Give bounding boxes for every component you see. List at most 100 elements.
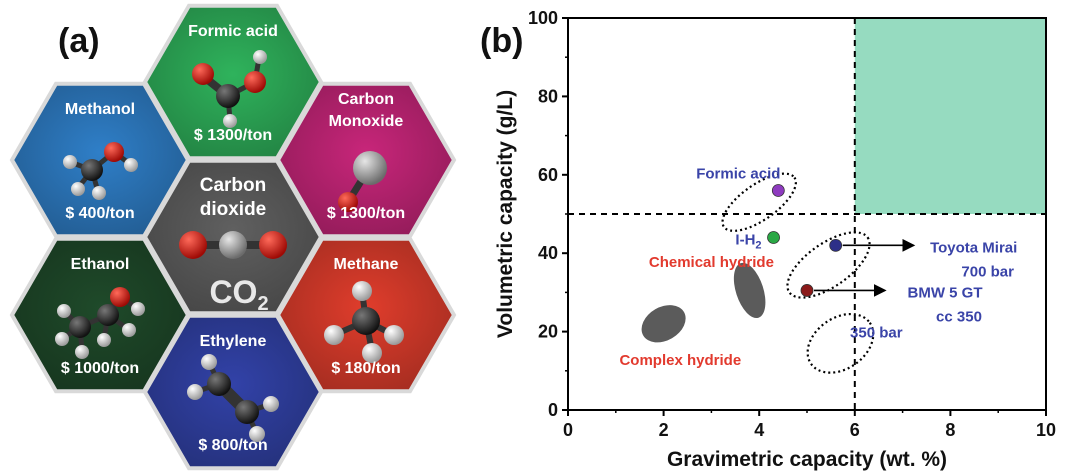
oxygen-atom (192, 63, 214, 85)
region-label-complex-hydride: Complex hydride (619, 352, 741, 369)
point-label: Toyota Mirai (930, 239, 1017, 256)
hydrogen-atom (324, 325, 344, 345)
hydrogen-atom (263, 396, 279, 412)
tile-name: Carbon (338, 91, 394, 108)
hydrogen-atom (97, 333, 111, 347)
carbon-monoxide-molecule-icon (338, 151, 387, 212)
y-tick-label: 100 (528, 8, 558, 28)
center-name-line1: Carbon (200, 175, 267, 196)
hydrogen-atom (71, 182, 85, 196)
methane-molecule-icon (324, 281, 404, 363)
oxygen-atom (338, 192, 358, 212)
dotted-ellipse-2 (806, 312, 875, 374)
carbon-atom (352, 307, 380, 335)
carbon-atom (97, 304, 119, 326)
formic-acid-molecule-icon (192, 50, 267, 128)
tile-price: $ 1300/ton (194, 127, 272, 144)
panel-a-label: (a) (58, 22, 100, 60)
y-tick-label: 60 (538, 165, 558, 185)
hydrogen-atom (253, 50, 267, 64)
y-tick-label: 20 (538, 322, 558, 342)
tile-name: Formic acid (188, 23, 278, 40)
point-marker (800, 284, 814, 297)
label-sub: 2 (755, 240, 761, 252)
x-axis-title: Gravimetric capacity (wt. %) (667, 448, 947, 471)
oxygen-atom (110, 287, 130, 307)
tile-name: Ethylene (200, 333, 267, 350)
oxygen-atom (179, 231, 207, 259)
hydrogen-atom (223, 114, 237, 128)
tile-name: Ethanol (71, 256, 130, 273)
hydrogen-atom (75, 345, 89, 359)
hydrogen-atom (92, 186, 106, 200)
y-axis-title: Volumetric capacity (g/L) (494, 90, 517, 338)
region-1 (641, 305, 686, 343)
target-region (854, 18, 1046, 214)
oxygen-atom (244, 71, 266, 93)
y-tick-label: 40 (538, 243, 558, 263)
point-label-line2: cc 350 (936, 308, 982, 325)
hydrogen-atom (201, 354, 217, 370)
tile-price: $ 1000/ton (61, 360, 139, 377)
hydrogen-atom (352, 281, 372, 301)
data-point-2: Toyota Mirai 700 bar (829, 238, 1017, 280)
hydrogen-atom (122, 323, 136, 337)
dotted-ellipse-1 (786, 231, 871, 299)
hex-tile-methane: Methane $ 180/ton (275, 236, 457, 394)
methanol-molecule-icon (63, 142, 138, 200)
point-marker (829, 238, 843, 252)
point-marker (767, 231, 780, 244)
formula-main: CO (209, 274, 257, 310)
y-tick-label: 80 (538, 86, 558, 106)
tile-name: Methanol (65, 101, 135, 118)
data-point-1: I-H2 (735, 231, 780, 252)
oxygen-atom (104, 142, 124, 162)
point-marker (771, 184, 785, 197)
panel-b-label: (b) (480, 22, 524, 60)
tile-name: Methane (334, 256, 399, 273)
label-main: I-H (735, 232, 755, 249)
ethanol-molecule-icon (55, 287, 145, 359)
x-tick-label: 2 (659, 420, 669, 440)
data-point-3: BMW 5 GT cc 350 (800, 284, 983, 325)
carbon-atom (207, 372, 231, 396)
ethylene-molecule-icon (187, 354, 279, 442)
extra-label-0: 350 bar (850, 324, 903, 341)
oxygen-atom (259, 231, 287, 259)
point-label-line2: 700 bar (961, 263, 1014, 280)
tile-price: $ 180/ton (331, 360, 400, 377)
x-tick-label: 4 (754, 420, 764, 440)
dotted-ellipse-0 (721, 172, 797, 232)
hex-tile-ethylene: Ethylene $ 800/ton (142, 313, 324, 471)
hydrogen-atom (131, 302, 145, 316)
x-tick-label: 10 (1036, 420, 1056, 440)
carbon-atom (69, 316, 91, 338)
hydrogen-atom (124, 158, 138, 172)
x-tick-label: 6 (850, 420, 860, 440)
tile-name: Monoxide (329, 113, 404, 130)
region-0 (733, 262, 766, 319)
x-tick-label: 8 (945, 420, 955, 440)
point-label: Formic acid (696, 165, 780, 182)
formula-subscript: 2 (257, 293, 268, 315)
hex-tile-formic-acid: Formic acid $ 1300/ton (142, 3, 324, 161)
tile-price: $ 400/ton (65, 205, 134, 222)
y-tick-label: 0 (548, 400, 558, 420)
carbon-atom (353, 151, 387, 185)
point-label: BMW 5 GT (908, 284, 983, 301)
x-tick-label: 0 (563, 420, 573, 440)
hydrogen-atom (384, 325, 404, 345)
tile-price: $ 1300/ton (327, 205, 405, 222)
center-name-line2: dioxide (200, 199, 267, 220)
data-point-0: Formic acid (696, 165, 785, 197)
hydrogen-atom (55, 332, 69, 346)
carbon-atom (216, 84, 240, 108)
hydrogen-atom (63, 155, 77, 169)
center-formula: CO2 (209, 274, 268, 315)
carbon-atom (81, 159, 103, 181)
carbon-atom (235, 400, 259, 424)
hex-tile-carbon-dioxide: Carbon dioxide CO2 (142, 158, 324, 316)
region-label-chemical-hydride: Chemical hydride (649, 254, 774, 271)
